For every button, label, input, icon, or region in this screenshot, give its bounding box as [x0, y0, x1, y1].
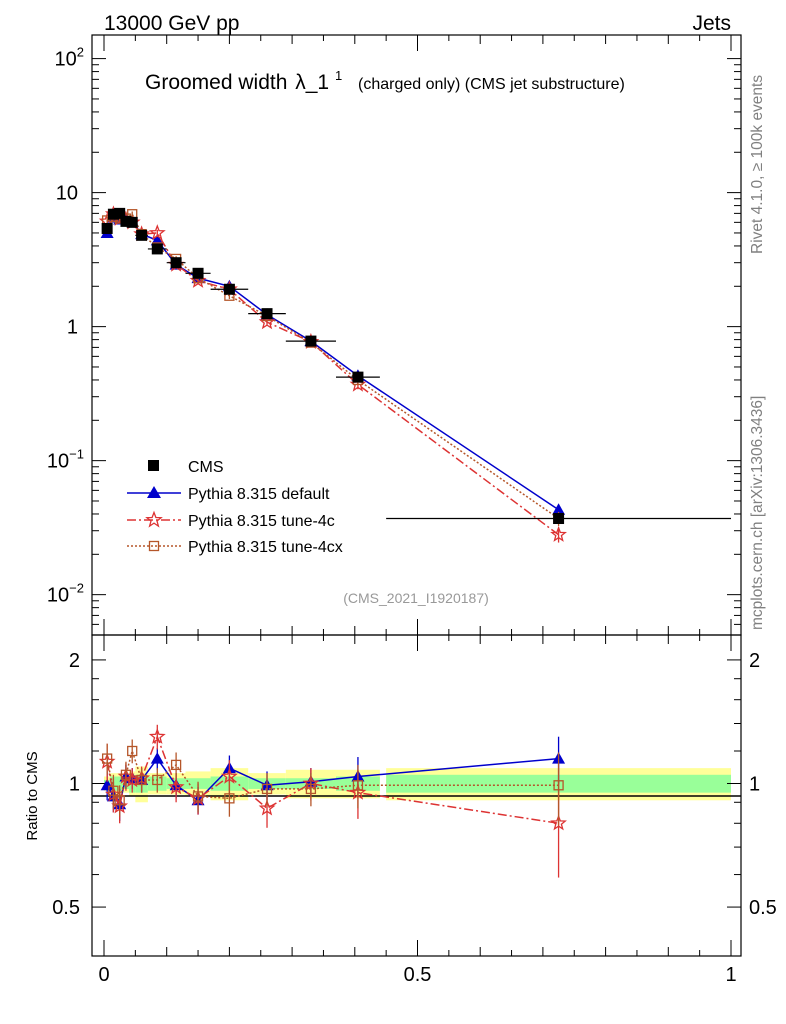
ratio-point [261, 783, 273, 795]
ratio-point [101, 753, 113, 764]
legend-item-tune4cx: Pythia 8.315 tune-4cx [127, 539, 343, 556]
ratio-point [150, 752, 164, 764]
cms-data-point [305, 335, 317, 347]
legend-item-tune4c: Pythia 8.315 tune-4c [127, 510, 335, 530]
ratio-y-tick-label: 1 [69, 773, 80, 795]
ratio-plot-frame [91, 634, 742, 957]
ratio-y-tick-label-right: 1 [749, 773, 760, 795]
cms-data-point [126, 216, 138, 228]
ratio-y-tick-label-right: 0.5 [749, 897, 777, 919]
title-sup: 1 [335, 68, 342, 83]
ratio-point [220, 767, 238, 784]
legend-marker-default [147, 486, 161, 498]
y-tick-label-exp: −1 [69, 447, 84, 462]
legend-marker-tune4c [145, 510, 163, 528]
legend-label-tune4c: Pythia 8.315 tune-4c [188, 513, 335, 530]
ratio-y-tick-label: 2 [69, 650, 80, 672]
plot-title: Groomed width λ_1 1 (charged only) (CMS … [145, 62, 625, 94]
legend-item-default: Pythia 8.315 default [127, 486, 330, 503]
data-point [552, 503, 566, 515]
cms-data-point [223, 283, 235, 295]
ratio-point [352, 780, 364, 791]
cms-data-point [192, 267, 204, 279]
y-tick-label-base: 10 [47, 451, 69, 473]
legend-marker-tune4cx [148, 540, 160, 552]
y-tick-label-exp: 2 [77, 45, 84, 60]
ratio-point [148, 727, 166, 744]
y-tick-label-base: 1 [67, 317, 78, 339]
y-tick-label: 10−2 [47, 581, 84, 607]
cms-data-point [151, 243, 163, 255]
ratio-point [305, 783, 317, 795]
cms-data-point [114, 207, 126, 219]
ratio-axis-label: Ratio to CMS [24, 751, 41, 840]
side-label-mcplots: mcplots.cern.ch [arXiv:1306.3436] [749, 396, 766, 630]
cms-data-point [107, 208, 119, 220]
ratio-point [108, 785, 119, 796]
y-tick-label-base: 10 [56, 183, 78, 205]
legend: CMS Pythia 8.315 default Pythia 8.315 tu… [127, 459, 343, 556]
series-cms [101, 207, 731, 525]
header-left: 13000 GeV pp [104, 12, 239, 35]
x-tick-label: 0.5 [404, 964, 432, 986]
analysis-tag: (CMS_2021_I1920187) [343, 590, 489, 606]
data-series [98, 205, 731, 878]
cms-data-point [553, 513, 565, 525]
cms-data-point [136, 229, 148, 241]
title-sub: (charged only) (CMS jet substructure) [358, 76, 625, 93]
ratio-point [550, 814, 567, 831]
cms-data-point [101, 222, 113, 234]
ratio-point [224, 793, 235, 804]
ratio-point [127, 745, 138, 757]
y-tick-label: 10−1 [47, 447, 84, 473]
legend-label-default: Pythia 8.315 default [188, 486, 330, 503]
ratio-point [553, 780, 564, 791]
ratio-band-inner [116, 776, 123, 791]
ratio-point [100, 778, 114, 791]
ratio-point [170, 759, 182, 771]
series-line-main [106, 213, 560, 520]
ratio-point [192, 791, 204, 802]
title-main: Groomed width [145, 71, 287, 94]
ratio-point [136, 774, 147, 786]
legend-label-cms: CMS [188, 459, 224, 476]
data-point [550, 525, 567, 542]
cms-data-point [120, 215, 132, 227]
side-label-rivet: Rivet 4.1.0, ≥ 100k events [749, 75, 766, 254]
y-tick-label: 1 [67, 317, 78, 339]
legend-marker-cms [148, 460, 159, 471]
ratio-point [258, 799, 276, 816]
ratio-y-tick-label: 0.5 [52, 897, 80, 919]
y-tick-label-exp: −2 [69, 581, 84, 596]
ratio-point [114, 795, 125, 806]
title-lambda: λ_1 [295, 71, 329, 94]
series-3 [101, 209, 564, 826]
cms-data-point [352, 371, 364, 383]
x-tick-label: 1 [725, 964, 736, 986]
header-right: Jets [692, 12, 731, 35]
y-tick-label: 10 [56, 183, 78, 205]
y-tick-label-base: 10 [55, 49, 77, 71]
legend-label-tune4cx: Pythia 8.315 tune-4cx [188, 539, 343, 556]
y-tick-label: 102 [55, 45, 84, 71]
y-tick-label-base: 10 [47, 585, 69, 607]
legend-item-cms: CMS [148, 459, 224, 476]
ratio-point [120, 769, 132, 780]
ratio-point [167, 778, 185, 795]
data-point [148, 224, 166, 241]
x-tick-label: 0 [98, 964, 109, 986]
cms-data-point [261, 308, 273, 320]
ratio-point [152, 774, 163, 786]
cms-data-point [170, 257, 182, 269]
ratio-y-tick-label-right: 2 [749, 650, 760, 672]
